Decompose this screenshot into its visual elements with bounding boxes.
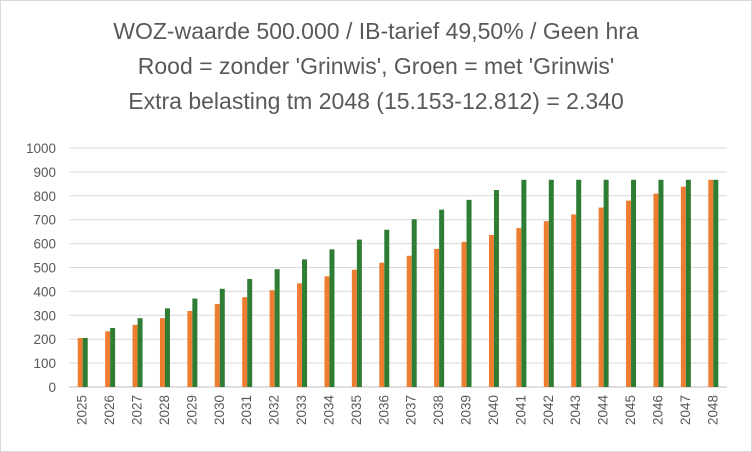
bar-met-2028 xyxy=(164,308,170,387)
y-tick-label: 800 xyxy=(33,189,56,204)
chart-title: WOZ-waarde 500.000 / IB-tarief 49,50% / … xyxy=(0,14,752,119)
bar-met-2035 xyxy=(356,239,362,387)
bar-met-2046 xyxy=(658,179,664,387)
bar-zonder-2038 xyxy=(434,248,440,387)
x-tick-label: 2040 xyxy=(486,395,501,425)
bar-met-2033 xyxy=(302,259,308,387)
x-tick-label: 2029 xyxy=(184,395,199,425)
bar-zonder-2045 xyxy=(626,200,632,387)
chart-title-line-2: Rood = zonder 'Grinwis', Groen = met 'Gr… xyxy=(137,53,615,79)
y-tick-label: 400 xyxy=(33,284,56,299)
bar-zonder-2039 xyxy=(461,241,467,387)
x-tick-label: 2044 xyxy=(596,395,611,426)
x-tick-label: 2042 xyxy=(541,395,556,425)
bar-zonder-2026 xyxy=(105,331,111,387)
x-tick-label: 2027 xyxy=(130,395,145,425)
bar-met-2043 xyxy=(576,179,582,387)
x-tick-label: 2041 xyxy=(513,395,528,425)
bar-met-2025 xyxy=(82,338,88,387)
bar-met-2027 xyxy=(137,318,143,387)
bar-zonder-2040 xyxy=(488,234,494,387)
bar-zonder-2033 xyxy=(297,283,303,387)
bar-zonder-2046 xyxy=(653,193,659,387)
bar-met-2037 xyxy=(411,219,417,387)
bar-met-2030 xyxy=(219,288,225,387)
bar-met-2038 xyxy=(439,209,445,387)
y-tick-label: 600 xyxy=(33,237,56,252)
x-tick-label: 2035 xyxy=(349,395,364,425)
bar-zonder-2036 xyxy=(379,262,385,387)
bar-met-2029 xyxy=(192,298,198,387)
bar-zonder-2025 xyxy=(77,338,83,387)
x-tick-label: 2025 xyxy=(75,395,90,425)
bar-zonder-2029 xyxy=(187,310,193,387)
x-tick-label: 2045 xyxy=(623,395,638,425)
x-tick-label: 2030 xyxy=(212,395,227,425)
x-tick-label: 2038 xyxy=(431,395,446,425)
x-tick-label: 2037 xyxy=(404,395,419,425)
bar-zonder-2027 xyxy=(132,324,138,387)
bar-met-2026 xyxy=(110,327,116,387)
bar-met-2045 xyxy=(631,179,637,387)
x-tick-label: 2047 xyxy=(678,395,693,425)
x-tick-label: 2036 xyxy=(376,395,391,425)
y-tick-label: 900 xyxy=(33,165,56,180)
bar-zonder-2041 xyxy=(516,228,522,387)
bar-zonder-2035 xyxy=(351,269,357,387)
bar-zonder-2047 xyxy=(680,186,686,387)
chart-title-line-1: WOZ-waarde 500.000 / IB-tarief 49,50% / … xyxy=(113,18,639,44)
bar-met-2042 xyxy=(548,179,554,387)
bar-zonder-2043 xyxy=(571,214,577,387)
bar-met-2039 xyxy=(466,199,472,387)
y-tick-label: 300 xyxy=(33,308,56,323)
bar-met-2047 xyxy=(685,179,691,387)
y-tick-label: 100 xyxy=(33,356,56,371)
y-tick-label: 0 xyxy=(48,380,56,395)
bar-met-2048 xyxy=(713,179,719,387)
y-tick-label: 1000 xyxy=(26,141,56,156)
bar-zonder-2037 xyxy=(406,255,412,387)
bar-met-2036 xyxy=(384,229,390,387)
bar-met-2034 xyxy=(329,249,335,387)
bar-zonder-2034 xyxy=(324,276,330,387)
y-tick-label: 200 xyxy=(33,332,56,347)
x-tick-label: 2043 xyxy=(568,395,583,425)
x-tick-label: 2032 xyxy=(267,395,282,425)
x-tick-label: 2048 xyxy=(705,395,720,425)
bar-zonder-2048 xyxy=(708,179,714,387)
y-tick-label: 500 xyxy=(33,261,56,276)
chart-title-line-3: Extra belasting tm 2048 (15.153-12.812) … xyxy=(128,88,624,114)
x-tick-label: 2039 xyxy=(459,395,474,425)
y-tick-label: 700 xyxy=(33,213,56,228)
bar-zonder-2032 xyxy=(269,290,275,387)
bar-zonder-2031 xyxy=(242,297,248,387)
bar-zonder-2028 xyxy=(159,318,165,387)
x-tick-label: 2046 xyxy=(650,395,665,425)
bar-met-2044 xyxy=(603,179,609,387)
x-tick-label: 2034 xyxy=(321,395,336,426)
bar-met-2032 xyxy=(274,269,280,387)
bar-met-2041 xyxy=(521,179,527,387)
bar-met-2031 xyxy=(247,278,253,387)
x-tick-label: 2026 xyxy=(102,395,117,425)
x-tick-label: 2028 xyxy=(157,395,172,425)
bar-met-2040 xyxy=(493,190,499,387)
bar-zonder-2042 xyxy=(543,221,549,387)
bar-zonder-2030 xyxy=(214,304,220,387)
bar-zonder-2044 xyxy=(598,207,604,387)
x-tick-label: 2031 xyxy=(239,395,254,425)
x-tick-label: 2033 xyxy=(294,395,309,425)
